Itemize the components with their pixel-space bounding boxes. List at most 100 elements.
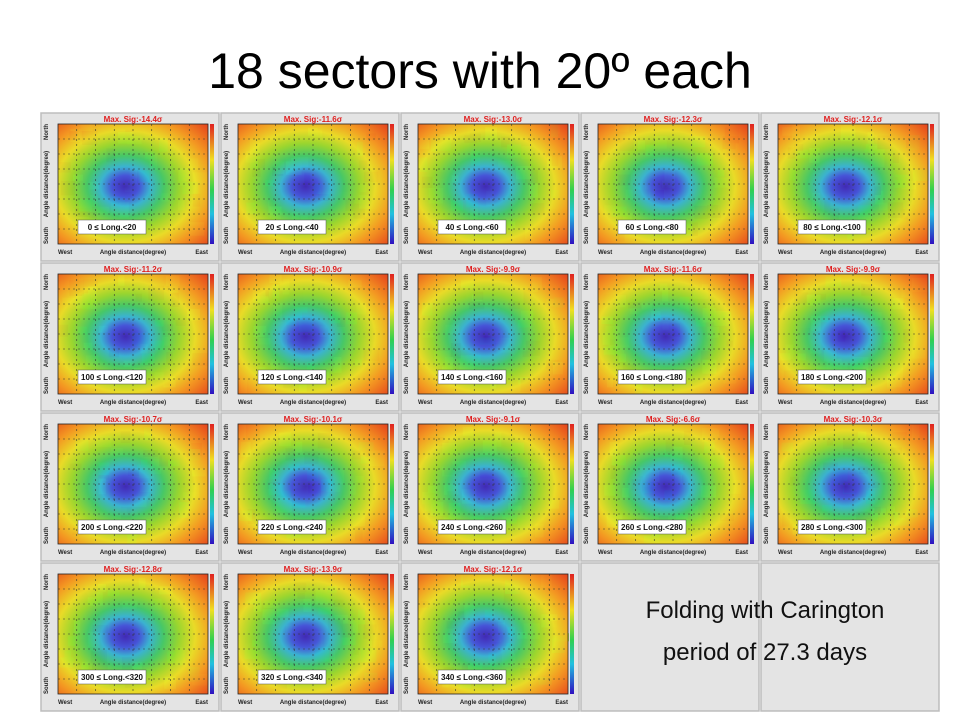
color-bar — [570, 274, 574, 394]
range-box — [797, 369, 867, 385]
axis-south: South — [584, 227, 590, 244]
axis-label: Angle distance(degree) — [404, 151, 410, 217]
plot-border — [237, 423, 389, 545]
max-sig-label: Max. Sig:-13.9σ — [284, 565, 343, 574]
axis-north: North — [764, 424, 770, 440]
axis-label: Angle distance(degree) — [640, 550, 706, 556]
range-label: 200 ≤ Long.<220 — [81, 523, 144, 532]
max-sig-label: Max. Sig:-9.1σ — [466, 415, 521, 424]
color-bar — [570, 574, 574, 694]
range-label: 0 ≤ Long.<20 — [88, 223, 137, 232]
max-sig-label: Max. Sig:-12.8σ — [104, 565, 163, 574]
plot-border — [57, 423, 209, 545]
axis-label: Angle distance(degree) — [820, 400, 886, 406]
axis-east: East — [195, 250, 208, 256]
plot-border — [777, 273, 929, 395]
color-bar — [210, 124, 214, 244]
range-box — [617, 219, 687, 235]
color-bar — [930, 274, 934, 394]
axis-south: South — [224, 377, 230, 394]
axis-west: West — [778, 550, 792, 556]
axis-west: West — [778, 400, 792, 406]
axis-north: North — [44, 574, 50, 590]
color-bar — [210, 424, 214, 544]
plot-border — [417, 123, 569, 245]
max-sig-label: Max. Sig:-11.6σ — [284, 115, 343, 124]
note-line: Folding with Carington — [646, 597, 885, 624]
max-sig-label: Max. Sig:-9.9σ — [466, 265, 521, 274]
max-sig-label: Max. Sig:-12.3σ — [644, 115, 703, 124]
color-bar — [210, 574, 214, 694]
range-box — [617, 369, 687, 385]
axis-south: South — [44, 377, 50, 394]
range-box — [257, 369, 327, 385]
range-label: 140 ≤ Long.<160 — [441, 373, 504, 382]
max-sig-label: Max. Sig:-12.1σ — [824, 115, 883, 124]
axis-south: South — [404, 377, 410, 394]
axis-north: North — [224, 124, 230, 140]
axis-label: Angle distance(degree) — [100, 700, 166, 706]
range-label: 280 ≤ Long.<300 — [801, 523, 864, 532]
range-box — [437, 219, 507, 235]
plot-border — [597, 123, 749, 245]
axis-label: Angle distance(degree) — [640, 250, 706, 256]
plot-border — [417, 423, 569, 545]
axis-label: Angle distance(degree) — [224, 601, 230, 667]
color-bar — [210, 274, 214, 394]
plot-border — [237, 273, 389, 395]
axis-west: West — [598, 400, 612, 406]
plot-border — [57, 573, 209, 695]
range-box — [257, 519, 327, 535]
axis-south: South — [584, 377, 590, 394]
axis-west: West — [238, 400, 252, 406]
range-box — [797, 519, 867, 535]
axis-label: Angle distance(degree) — [280, 250, 346, 256]
range-box — [77, 369, 147, 385]
axis-west: West — [598, 550, 612, 556]
range-label: 220 ≤ Long.<240 — [261, 523, 324, 532]
axis-north: North — [404, 124, 410, 140]
axis-east: East — [555, 250, 568, 256]
range-label: 160 ≤ Long.<180 — [621, 373, 684, 382]
axis-east: East — [915, 550, 928, 556]
axis-west: West — [58, 550, 72, 556]
axis-west: West — [778, 250, 792, 256]
color-bar — [930, 424, 934, 544]
axis-label: Angle distance(degree) — [44, 451, 50, 517]
axis-north: North — [584, 274, 590, 290]
range-box — [77, 219, 147, 235]
axis-south: South — [224, 527, 230, 544]
color-bar — [390, 124, 394, 244]
axis-east: East — [735, 550, 748, 556]
axis-south: South — [224, 677, 230, 694]
axis-west: West — [418, 400, 432, 406]
range-label: 40 ≤ Long.<60 — [445, 223, 499, 232]
axis-label: Angle distance(degree) — [280, 400, 346, 406]
range-label: 180 ≤ Long.<200 — [801, 373, 864, 382]
axis-label: Angle distance(degree) — [100, 250, 166, 256]
axis-south: South — [404, 527, 410, 544]
max-sig-label: Max. Sig:-12.1σ — [464, 565, 523, 574]
axis-south: South — [764, 227, 770, 244]
axis-north: North — [224, 574, 230, 590]
axis-east: East — [375, 400, 388, 406]
axis-label: Angle distance(degree) — [460, 550, 526, 556]
plot-border — [57, 123, 209, 245]
axis-north: North — [764, 274, 770, 290]
axis-north: North — [404, 274, 410, 290]
axis-east: East — [735, 250, 748, 256]
axis-west: West — [58, 250, 72, 256]
axis-east: East — [195, 700, 208, 706]
axis-north: North — [44, 274, 50, 290]
range-label: 60 ≤ Long.<80 — [625, 223, 679, 232]
axis-south: South — [764, 377, 770, 394]
plot-border — [237, 123, 389, 245]
axis-east: East — [375, 250, 388, 256]
plot-border — [777, 123, 929, 245]
range-label: 120 ≤ Long.<140 — [261, 373, 324, 382]
axis-north: North — [224, 274, 230, 290]
color-bar — [750, 124, 754, 244]
color-bar — [570, 124, 574, 244]
axis-label: Angle distance(degree) — [820, 250, 886, 256]
axis-east: East — [195, 550, 208, 556]
